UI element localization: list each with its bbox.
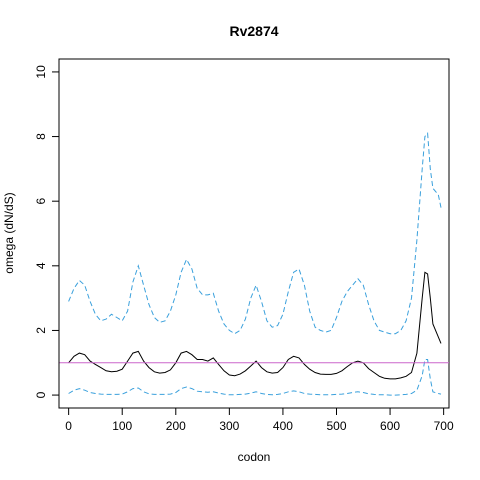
x-axis-label: codon	[238, 450, 271, 464]
x-tick-label: 600	[380, 419, 400, 433]
x-tick-label: 100	[112, 419, 132, 433]
chart-title: Rv2874	[229, 23, 278, 39]
x-tick-label: 400	[273, 419, 293, 433]
x-tick-label: 0	[65, 419, 72, 433]
y-axis: 0 2 4 6 8 10	[34, 65, 60, 398]
series-line-2	[68, 132, 442, 335]
x-tick-label: 200	[166, 419, 186, 433]
y-axis-label: omega (dN/dS)	[2, 192, 16, 273]
plot-area	[58, 58, 450, 409]
series-line-1	[68, 271, 442, 380]
x-tick-label: 700	[434, 419, 454, 433]
y-tick-label: 4	[34, 262, 48, 269]
x-axis: 0 100 200 300 400 500 600 700	[65, 407, 454, 433]
y-tick-label: 8	[34, 133, 48, 140]
series-line-3	[68, 359, 442, 396]
x-tick-label: 300	[219, 419, 239, 433]
x-tick-label: 500	[326, 419, 346, 433]
y-tick-label: 6	[34, 198, 48, 205]
y-tick-label: 2	[34, 327, 48, 334]
series-layer	[68, 132, 442, 396]
y-tick-label: 10	[34, 65, 48, 79]
y-tick-label: 0	[34, 391, 48, 398]
